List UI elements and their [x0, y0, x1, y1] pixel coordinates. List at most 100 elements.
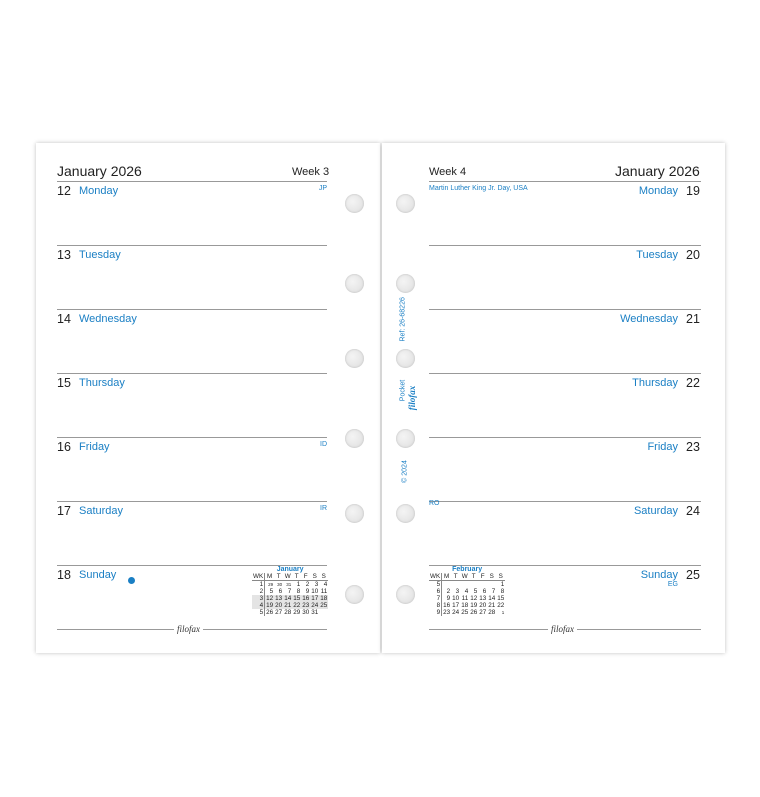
calendar-cell: 5	[473, 588, 478, 595]
calendar-week-row: 7 9 10 11 12 13 14 15	[429, 595, 505, 602]
calendar-cell: 24	[310, 602, 320, 609]
calendar-cell: 31	[286, 582, 292, 587]
spine-brand: filofax	[407, 385, 417, 411]
calendar-cell: 29	[293, 609, 301, 616]
left-day-divider	[57, 565, 327, 566]
weekday-header: S	[496, 573, 506, 581]
calendar-cell: 3	[455, 588, 460, 595]
left-day-note: IR	[320, 505, 327, 512]
weekday-header: S	[310, 573, 320, 581]
mini-calendar-title: February	[452, 566, 483, 573]
left-day-name: Tuesday	[79, 249, 121, 261]
calendar-cell: 11	[461, 595, 469, 602]
left-day-number: 17	[57, 504, 71, 518]
calendar-cell: 2	[446, 588, 451, 595]
calendar-cell: 27	[479, 609, 487, 616]
punch-hole	[345, 504, 364, 523]
calendar-cell: 6	[278, 588, 283, 595]
left-day-name: Saturday	[79, 505, 124, 517]
left-day-number: 14	[57, 312, 71, 326]
calendar-cell: 8	[500, 588, 505, 595]
calendar-cell: 21	[283, 602, 293, 609]
left-day-name: Monday	[79, 185, 119, 197]
calendar-cell: 6	[429, 588, 443, 595]
right-day-name: Thursday	[632, 377, 678, 389]
right-day-name: Tuesday	[636, 249, 678, 261]
calendar-cell: 28	[488, 609, 496, 616]
calendar-cell: 25	[319, 602, 329, 609]
calendar-cell	[451, 581, 460, 589]
calendar-cell: 19	[264, 602, 275, 609]
weekday-header: T	[451, 573, 461, 581]
calendar-cell	[319, 609, 328, 616]
calendar-week-row: 1 29 30 31 1 2 3 4	[252, 580, 328, 588]
calendar-cell: 5	[252, 609, 266, 616]
calendar-cell: 7	[287, 588, 292, 595]
left-page	[36, 143, 380, 653]
calendar-cell: 15	[292, 595, 302, 602]
weekday-header: M	[441, 573, 452, 581]
spine-copyright: © 2024	[401, 460, 409, 483]
right-day-note: Martin Luther King Jr. Day, USA	[429, 185, 528, 192]
calendar-cell: 25	[461, 609, 469, 616]
right-day-number: 22	[686, 376, 700, 390]
calendar-cell: 23	[301, 602, 311, 609]
punch-hole	[396, 274, 415, 293]
left-day-number: 12	[57, 184, 71, 198]
left-month-title: January 2026	[57, 163, 142, 179]
right-day-number: 24	[686, 504, 700, 518]
calendar-cell: 17	[310, 595, 320, 602]
calendar-cell: 20	[479, 602, 487, 609]
right-day-name: Saturday	[633, 505, 678, 517]
calendar-cell: 18	[319, 595, 329, 602]
calendar-cell: 8	[296, 588, 301, 595]
punch-hole	[345, 194, 364, 213]
weekday-header: W	[283, 573, 293, 581]
sunday-marker-dot-wrap	[120, 571, 135, 589]
weekday-header: F	[301, 573, 311, 581]
calendar-cell: 9	[446, 595, 451, 602]
left-day-note: ID	[320, 441, 327, 448]
calendar-cell: 30	[302, 609, 310, 616]
calendar-cell: 2	[252, 588, 266, 595]
calendar-week-row: 2 5 6 7 8 9 10 11	[252, 588, 328, 595]
left-day-divider	[57, 373, 327, 374]
calendar-cell: 12	[264, 595, 275, 602]
right-day-divider	[429, 309, 701, 310]
calendar-week-row: 8 16 17 18 19 20 21 22	[429, 602, 505, 609]
calendar-cell: 3	[314, 581, 319, 588]
right-day-note: RO	[429, 500, 440, 507]
left-week-label: Week 3	[292, 166, 330, 178]
left-mini-calendar: January WK M T W T F S S 1 29 30 31 1 2 3 4 2 5 6 7 8 9 10 11 3 12…	[252, 566, 329, 616]
calendar-cell: 16	[301, 595, 311, 602]
calendar-cell: 8	[429, 602, 443, 609]
punch-hole	[345, 585, 364, 604]
left-day-number: 13	[57, 248, 71, 262]
calendar-cell: 27	[275, 609, 283, 616]
left-header-line	[57, 181, 327, 182]
calendar-cell: 17	[452, 602, 460, 609]
calendar-cell: 23	[443, 609, 451, 616]
punch-hole	[345, 349, 364, 368]
calendar-cell: 26	[470, 609, 478, 616]
weekday-header: S	[319, 573, 329, 581]
calendar-cell: 9	[429, 609, 443, 616]
left-day-number: 18	[57, 568, 71, 582]
calendar-week-row: 3 12 13 14 15 16 17 18	[252, 595, 329, 602]
right-month-title: January 2026	[615, 163, 700, 179]
right-day-name: Monday	[638, 185, 678, 197]
right-day-number: 21	[686, 312, 700, 326]
calendar-cell: 16	[443, 602, 451, 609]
left-day-divider	[57, 309, 327, 310]
right-day-divider	[429, 565, 701, 566]
weekday-header: WK	[252, 573, 266, 581]
left-day-number: 16	[57, 440, 71, 454]
calendar-cell: 15	[497, 595, 505, 602]
weekday-header: W	[460, 573, 470, 581]
punch-hole	[396, 504, 415, 523]
weekday-header: M	[264, 573, 275, 581]
right-header-line	[429, 181, 701, 182]
calendar-cell: 7	[491, 588, 496, 595]
calendar-cell	[460, 581, 469, 589]
event-dot-icon	[128, 577, 135, 584]
